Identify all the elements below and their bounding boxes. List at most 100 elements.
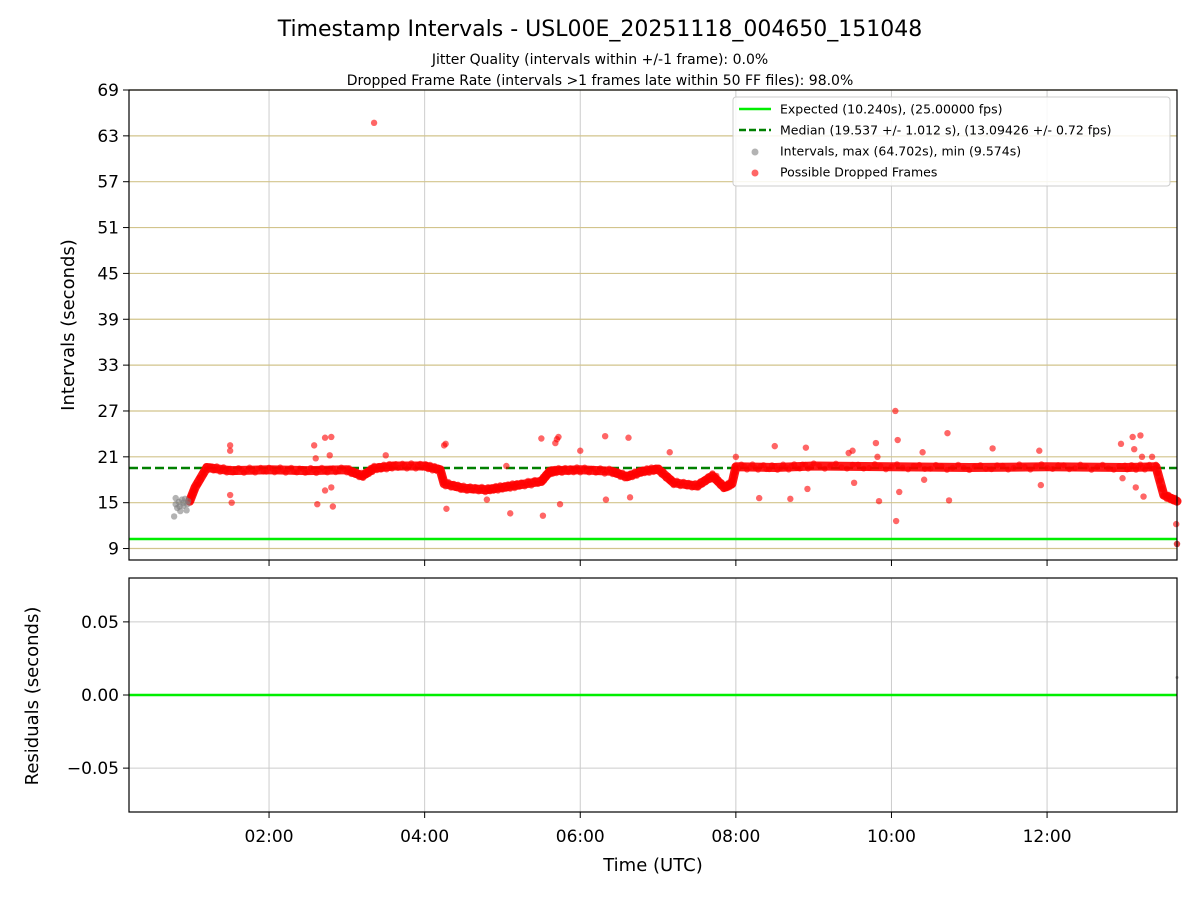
legend-box bbox=[732, 96, 1171, 187]
top-plot-axes: 69 63 57 51 45 39 33 27 21 15 9 bbox=[97, 81, 1178, 566]
dropped-frame-point bbox=[945, 497, 953, 504]
dropped-frame-point bbox=[666, 449, 673, 456]
dropped-frame-point bbox=[988, 466, 995, 473]
dropped-frame-point bbox=[442, 440, 449, 448]
dropped-frame-point bbox=[1077, 461, 1084, 468]
dropped-frame-point bbox=[1010, 464, 1017, 471]
dropped-frame-point bbox=[1137, 432, 1144, 439]
chart-subtitle-dropped: Dropped Frame Rate (intervals >1 frames … bbox=[347, 73, 854, 89]
dropped-frame-point bbox=[849, 461, 856, 468]
top-y-tick-label: 21 bbox=[97, 448, 119, 468]
dropped-frame-point bbox=[944, 429, 951, 437]
dropped-frame-point bbox=[855, 461, 862, 468]
dropped-frame-point bbox=[1131, 445, 1138, 453]
dropped-frame-point bbox=[816, 462, 823, 469]
dropped-frame-point bbox=[1049, 466, 1056, 472]
dropped-frame-point bbox=[1117, 440, 1125, 448]
interval-point bbox=[183, 507, 190, 514]
x-tick-label: 04:00 bbox=[400, 827, 449, 847]
dropped-frame-point bbox=[896, 488, 903, 496]
dropped-frame-point bbox=[556, 501, 564, 508]
dropped-frame-point bbox=[1071, 465, 1078, 472]
dropped-frame-point bbox=[916, 461, 923, 468]
dropped-frame-point bbox=[1044, 465, 1051, 471]
dropped-frame-point bbox=[802, 444, 810, 451]
dropped-frame-point bbox=[871, 461, 878, 468]
dropped-frame-point bbox=[321, 487, 329, 494]
chart-subtitle-jitter: Jitter Quality (intervals within +/-1 fr… bbox=[431, 52, 768, 68]
top-y-tick-label: 63 bbox=[97, 127, 119, 147]
dropped-frame-point bbox=[1038, 461, 1045, 468]
dropped-frame-point bbox=[1155, 469, 1162, 476]
dropped-frame-point bbox=[1088, 466, 1095, 473]
top-y-tick-label: 15 bbox=[97, 494, 119, 514]
dropped-frame-point bbox=[894, 461, 900, 468]
dropped-frame-point bbox=[927, 465, 934, 472]
dropped-frame-point bbox=[756, 494, 763, 502]
dropped-frame-point bbox=[626, 494, 634, 501]
dropped-frame-point bbox=[989, 445, 996, 452]
bottom-plot-axes: 0.05 0.00 −0.05 02:00 04:00 06:00 08:00 10:00 12… bbox=[67, 577, 1178, 847]
x-tick-label: 08:00 bbox=[711, 827, 760, 847]
dropped-frame-point bbox=[370, 119, 378, 127]
dropped-frame-point bbox=[910, 462, 917, 469]
dropped-frame-point bbox=[1173, 520, 1180, 528]
dropped-frame-point bbox=[971, 463, 978, 470]
top-y-tick-label: 57 bbox=[97, 173, 119, 193]
dropped-frame-point bbox=[920, 476, 928, 483]
dropped-frame-point bbox=[314, 501, 321, 508]
dropped-frame-point bbox=[994, 462, 1001, 469]
top-y-axis-label: Intervals (seconds) bbox=[58, 239, 79, 411]
dropped-frame-point bbox=[874, 453, 881, 461]
dropped-frame-point bbox=[1055, 462, 1062, 469]
dropped-frame-point bbox=[1116, 463, 1123, 469]
dropped-frame-point bbox=[1132, 484, 1139, 491]
dropped-frame-point bbox=[844, 465, 850, 472]
dropped-frame-point bbox=[1060, 462, 1067, 469]
legend-entry-label: Possible Dropped Frames bbox=[780, 165, 937, 180]
dropped-frame-point bbox=[310, 442, 318, 449]
dropped-frame-point bbox=[938, 463, 945, 470]
dropped-frame-point bbox=[1138, 453, 1146, 461]
dropped-frame-point bbox=[507, 510, 514, 517]
dropped-frame-point bbox=[713, 472, 720, 480]
dropped-frame-point bbox=[1173, 497, 1180, 503]
top-y-tick-label: 27 bbox=[97, 402, 119, 422]
dropped-frame-point bbox=[443, 505, 450, 512]
dropped-frame-point bbox=[1157, 477, 1164, 484]
dropped-frame-point bbox=[1105, 465, 1112, 472]
dropped-frame-point bbox=[944, 466, 950, 473]
x-tick-label: 12:00 bbox=[1023, 827, 1072, 847]
dropped-frame-point bbox=[921, 466, 928, 472]
dropped-frame-point bbox=[192, 487, 199, 493]
legend-entry-label: Median (19.537 +/- 1.012 s), (13.09426 +… bbox=[780, 123, 1111, 138]
dropped-frame-point bbox=[1021, 463, 1028, 470]
dropped-frame-point bbox=[872, 439, 880, 447]
dropped-frame-point bbox=[1094, 464, 1101, 471]
dropped-frame-point bbox=[905, 466, 912, 473]
legend-entry-label: Expected (10.240s), (25.00000 fps) bbox=[780, 102, 1002, 117]
dropped-frame-point bbox=[966, 467, 973, 474]
x-tick-label: 02:00 bbox=[245, 827, 294, 847]
dropped-frame-point bbox=[949, 464, 956, 471]
dropped-frame-point bbox=[1036, 447, 1043, 454]
dropped-frame-point bbox=[850, 479, 858, 487]
dropped-frame-point bbox=[625, 434, 632, 441]
dropped-frame-point bbox=[1027, 466, 1034, 473]
top-y-tick-label: 51 bbox=[97, 219, 119, 239]
top-y-tick-label: 33 bbox=[97, 356, 119, 376]
x-tick-label: 06:00 bbox=[556, 827, 605, 847]
bottom-y-tick-label: 0.00 bbox=[81, 686, 119, 706]
dropped-frame-point bbox=[827, 462, 834, 469]
dropped-frame-point bbox=[888, 463, 895, 470]
dropped-frame-point bbox=[932, 461, 939, 468]
dropped-frame-point bbox=[201, 471, 208, 478]
top-y-tick-label: 45 bbox=[97, 264, 119, 284]
dropped-frame-point bbox=[321, 434, 329, 441]
dropped-frame-point bbox=[1033, 463, 1039, 470]
dropped-frame-point bbox=[955, 461, 962, 468]
dropped-frame-point bbox=[982, 465, 989, 472]
dropped-frame-point bbox=[999, 462, 1006, 469]
top-y-tick-label: 9 bbox=[108, 540, 119, 560]
